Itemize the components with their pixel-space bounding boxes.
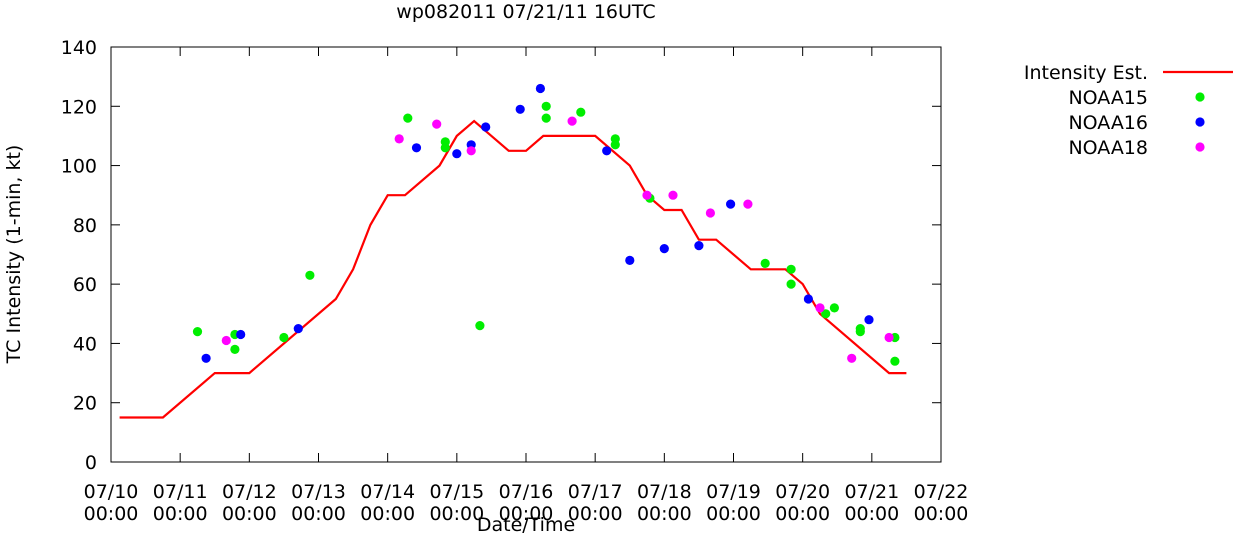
y-tick-label: 100 — [61, 156, 97, 178]
x-tick-label-time: 00:00 — [914, 503, 969, 525]
x-tick-label-time: 00:00 — [568, 503, 623, 525]
noaa18-point — [567, 116, 577, 126]
noaa18-point — [884, 332, 894, 343]
y-axis-label: TC Intensity (1-min, kt) — [3, 145, 25, 365]
x-axis-label: Date/Time — [477, 514, 575, 533]
noaa18-point — [642, 190, 652, 200]
x-tick-label-time: 00:00 — [499, 503, 554, 525]
x-tick-label-time: 00:00 — [222, 503, 277, 525]
y-tick-label: 20 — [73, 393, 97, 415]
x-tick-label-date: 07/19 — [706, 481, 761, 503]
y-axis: 0 20 40 60 80 100 120 140 — [61, 37, 941, 474]
x-tick-label-time: 00:00 — [153, 503, 208, 525]
x-axis: 07/1000:0007/1100:0007/1200:0007/1300:00… — [84, 47, 969, 525]
plot-frame — [110, 46, 942, 463]
noaa16-point — [694, 241, 704, 251]
noaa18-point — [394, 134, 404, 144]
noaa16-point — [625, 255, 635, 265]
noaa16-point — [535, 83, 546, 94]
noaa15-point — [440, 143, 450, 153]
legend-marker-swatch — [1195, 92, 1205, 102]
noaa15-point — [890, 356, 900, 366]
legend-label: NOAA15 — [1068, 87, 1148, 109]
noaa15-point — [230, 344, 240, 354]
x-tick-label-date: 07/10 — [84, 481, 139, 503]
x-tick-label-date: 07/14 — [360, 481, 415, 503]
legend: Intensity Est. NOAA15 NOAA16 NOAA18 — [1024, 62, 1233, 159]
noaa16-point — [411, 143, 422, 153]
noaa15-point — [576, 107, 586, 117]
noaa16-point — [515, 104, 525, 114]
x-tick-label-time: 00:00 — [291, 503, 346, 525]
noaa16-point — [803, 294, 814, 304]
noaa15-point — [541, 113, 551, 123]
noaa16-point — [236, 329, 246, 340]
y-tick-label: 80 — [73, 215, 97, 237]
legend-marker-swatch — [1195, 117, 1205, 127]
x-tick-label-time: 00:00 — [706, 503, 761, 525]
noaa18-point — [847, 353, 857, 363]
noaa16-point — [659, 244, 669, 254]
x-tick-label-date: 07/21 — [844, 481, 899, 503]
noaa16-point — [293, 324, 303, 334]
x-tick-label-time: 00:00 — [360, 503, 415, 525]
noaa15-point — [829, 303, 840, 313]
legend-label: NOAA18 — [1068, 137, 1148, 159]
y-tick-label: 0 — [85, 452, 97, 474]
x-tick-label-date: 07/13 — [291, 481, 346, 503]
x-tick-label-date: 07/20 — [775, 481, 830, 503]
noaa15-point — [786, 279, 796, 289]
x-tick-label-date: 07/15 — [429, 481, 484, 503]
y-tick-label: 120 — [61, 96, 97, 118]
x-tick-label-time: 00:00 — [775, 503, 830, 525]
y-tick-label: 140 — [61, 37, 97, 59]
y-tick-label: 60 — [73, 274, 97, 296]
noaa16-point — [201, 353, 211, 363]
noaa15-point — [760, 258, 770, 268]
noaa15-point — [192, 327, 203, 337]
noaa15-point — [475, 321, 485, 331]
noaa18-point — [432, 119, 442, 129]
noaa15-point — [821, 309, 831, 319]
noaa18-point — [221, 335, 231, 346]
x-tick-label-time: 00:00 — [844, 503, 899, 525]
noaa15-point — [855, 327, 865, 337]
noaa15-point — [786, 264, 796, 274]
x-tick-label-date: 07/17 — [568, 481, 623, 503]
series-layer — [119, 83, 907, 419]
x-tick-label-time: 00:00 — [429, 503, 484, 525]
noaa18-point — [815, 303, 825, 313]
x-tick-label-date: 07/18 — [637, 481, 692, 503]
noaa18-point — [466, 146, 476, 156]
noaa18-point — [668, 190, 678, 200]
y-tick-label: 40 — [73, 333, 97, 355]
noaa16-point — [726, 199, 736, 209]
legend-label: NOAA16 — [1068, 112, 1148, 134]
chart-title: wp082011 07/21/11 16UTC — [396, 1, 655, 23]
x-tick-label-date: 07/22 — [914, 481, 969, 503]
intensity-est-line — [119, 119, 907, 419]
noaa15-point — [279, 332, 289, 343]
noaa16-point — [864, 315, 874, 325]
noaa16-point — [452, 149, 462, 159]
x-tick-label-date: 07/12 — [222, 481, 277, 503]
noaa18-point — [743, 199, 753, 209]
x-tick-label-date: 07/16 — [499, 481, 554, 503]
noaa16-point — [602, 146, 612, 156]
x-tick-label-date: 07/11 — [153, 481, 208, 503]
noaa15-point — [305, 270, 315, 280]
x-tick-label-time: 00:00 — [84, 503, 139, 525]
legend-label: Intensity Est. — [1024, 62, 1148, 84]
noaa16-point — [481, 122, 491, 132]
noaa15-point — [610, 140, 620, 150]
noaa15-point — [541, 101, 551, 111]
noaa18-point — [705, 208, 716, 218]
noaa15-point — [403, 113, 413, 123]
legend-marker-swatch — [1195, 142, 1205, 152]
x-tick-label-time: 00:00 — [637, 503, 692, 525]
